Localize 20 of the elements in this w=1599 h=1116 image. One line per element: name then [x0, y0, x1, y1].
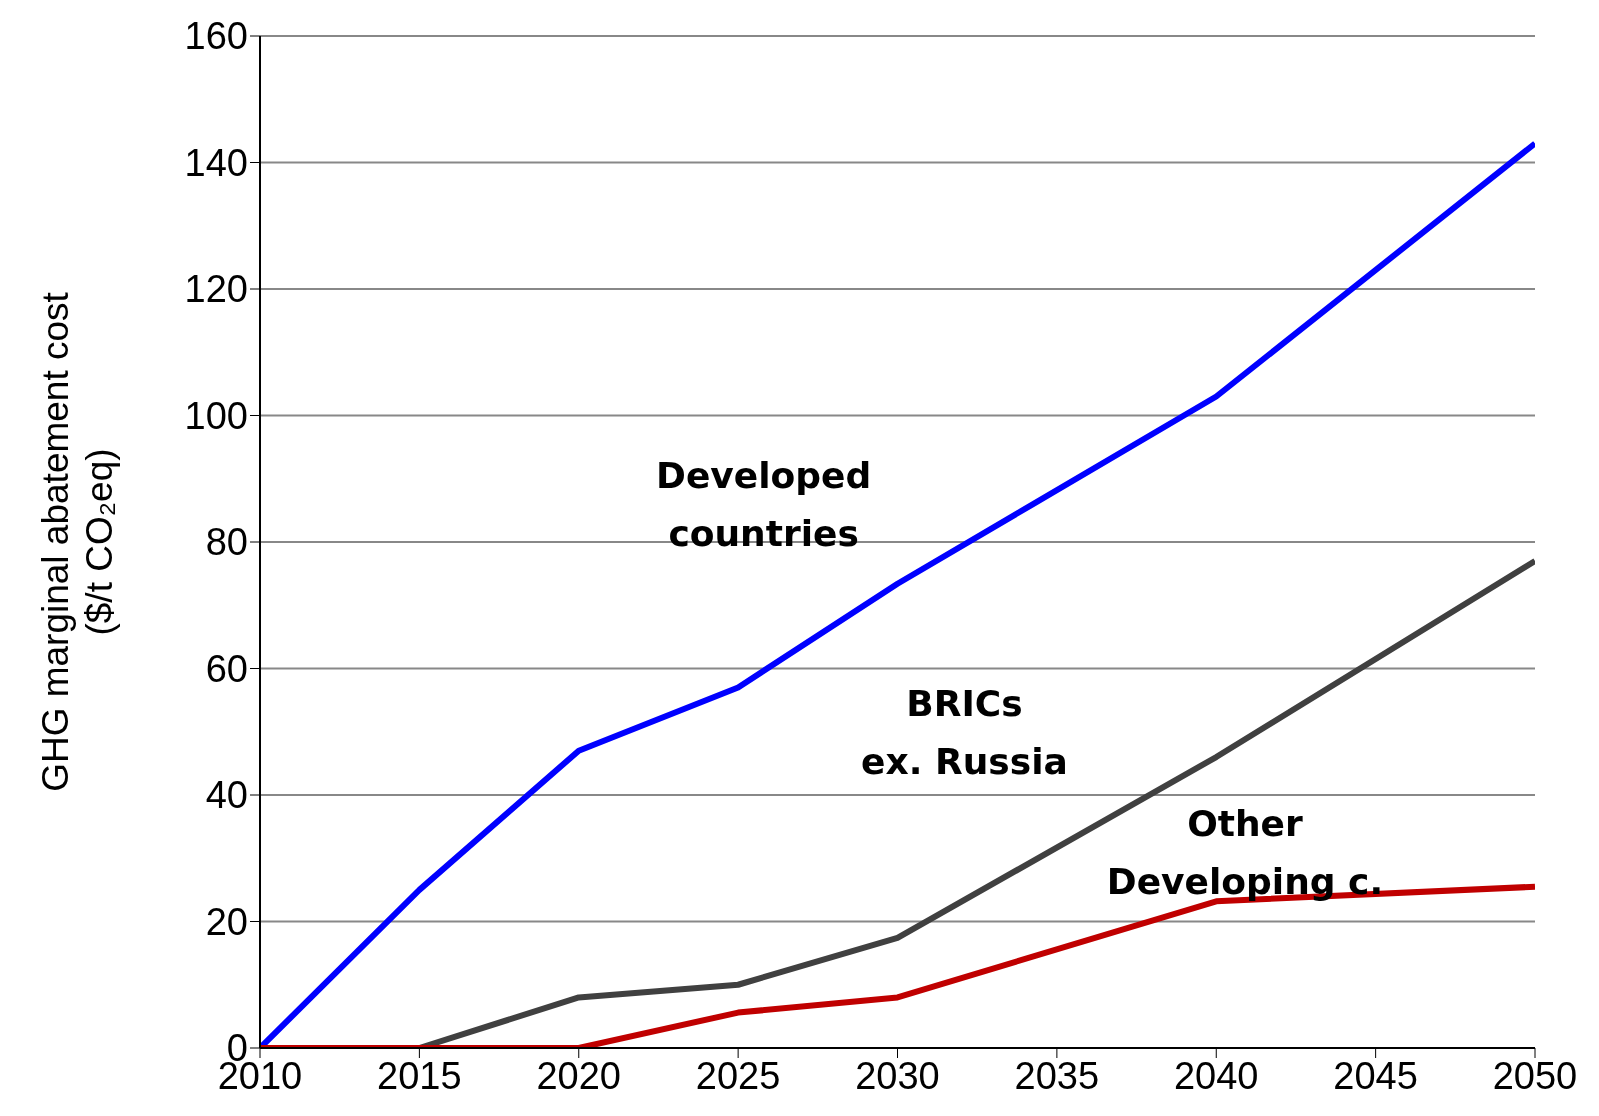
x-tick-label: 2050	[1492, 1054, 1578, 1097]
x-tick-label: 2020	[536, 1054, 622, 1097]
x-tick-label: 2045	[1333, 1054, 1418, 1097]
series-label: Other Developing c.	[1106, 802, 1384, 904]
y-tick-label: 120	[184, 268, 248, 311]
y-tick-label: 160	[184, 15, 248, 58]
y-tick-label: 80	[205, 521, 248, 564]
series-label: Developed countries	[656, 454, 872, 557]
y-tick-label: 20	[205, 900, 248, 943]
x-tick-label: 2040	[1173, 1054, 1259, 1097]
x-tick-label: 2030	[855, 1054, 940, 1097]
x-tick-label: 2015	[377, 1054, 462, 1097]
y-tick-label: 100	[184, 394, 248, 437]
y-tick-label: 40	[205, 774, 248, 817]
series-label: BRICs ex. Russia	[861, 681, 1068, 784]
y-tick-label: 140	[184, 141, 248, 184]
y-tick-label: 60	[205, 647, 248, 690]
y-axis-title: GHG marginal abatement cost ($/t CO₂eq)	[34, 292, 121, 792]
x-tick-label: 2025	[695, 1054, 781, 1097]
x-tick-label: 2035	[1014, 1054, 1100, 1097]
